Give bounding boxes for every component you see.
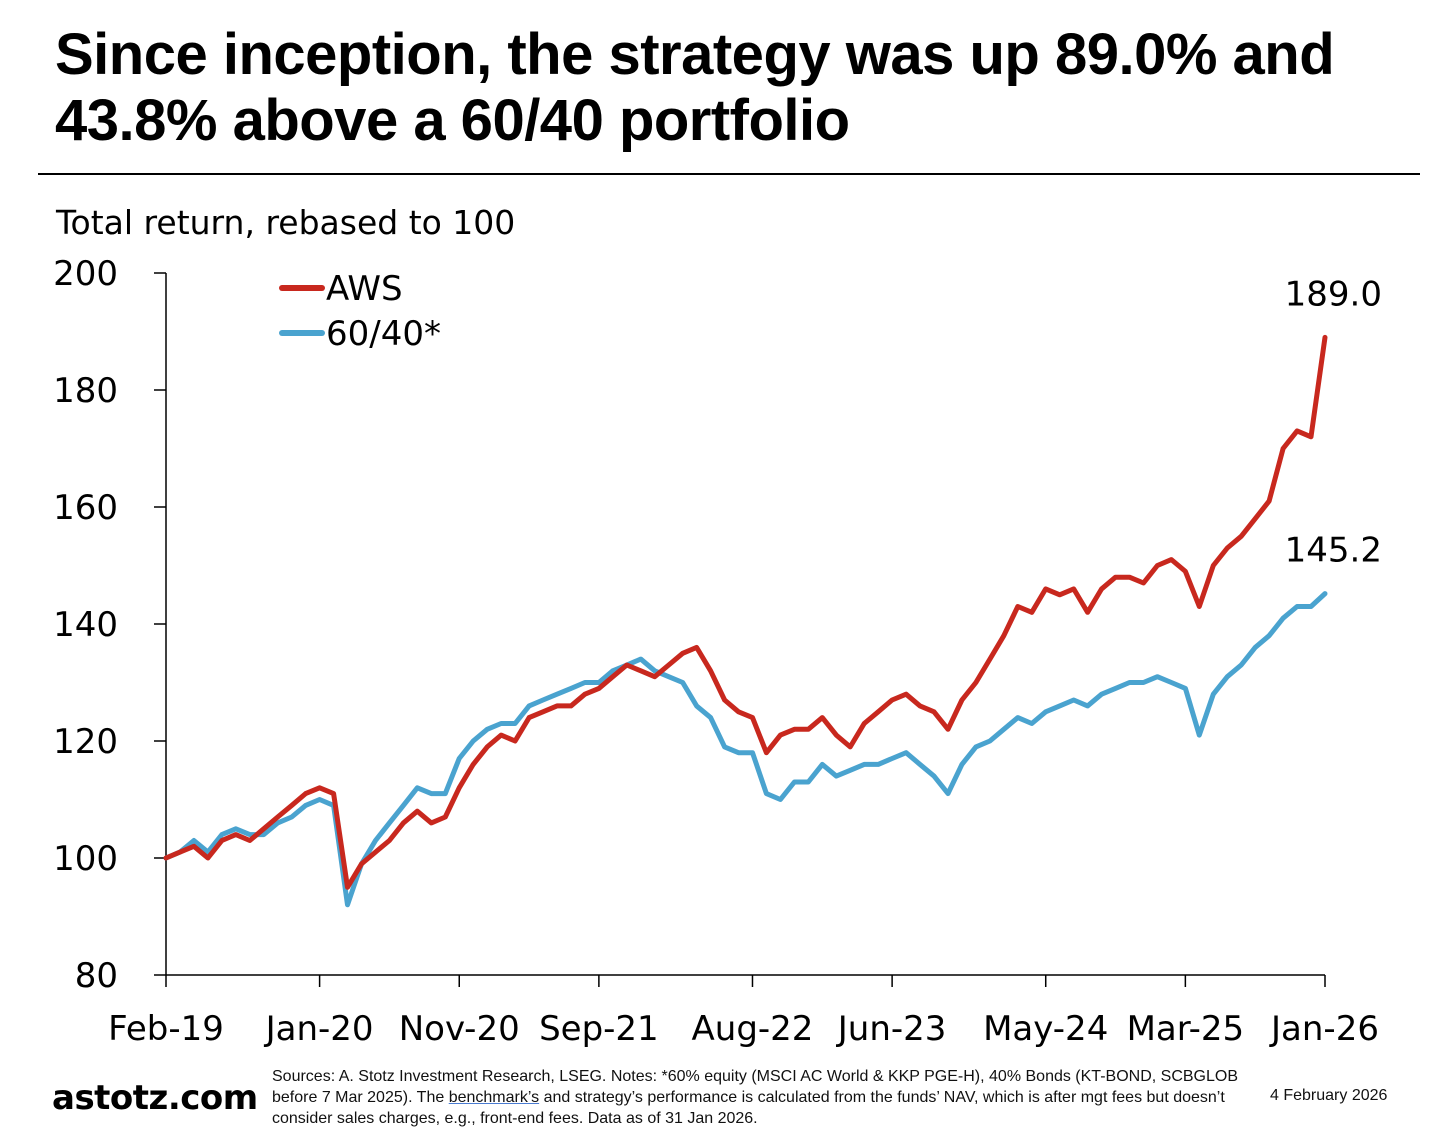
series-lines	[163, 334, 1328, 908]
y-tick-label: 160	[53, 488, 118, 528]
x-tick-label: Jan-26	[1269, 1009, 1379, 1049]
x-tick-label: Nov-20	[399, 1009, 520, 1049]
title-divider	[38, 173, 1420, 175]
brand-logo: astotz.com	[52, 1078, 258, 1118]
chart-title: Since inception, the strategy was up 89.…	[55, 22, 1335, 153]
benchmark-link[interactable]: benchmark’s	[448, 1089, 540, 1106]
y-tick-label: 180	[53, 371, 118, 411]
end-value-label: 189.0	[1285, 274, 1382, 314]
legend-label: 60/40*	[326, 314, 441, 354]
x-tick-label: May-24	[983, 1009, 1108, 1049]
chart-labels: Total return, rebased to 100 80 100 120 140 1…	[53, 203, 1382, 1049]
sources-text-end: and strategy’s performance is calculated…	[272, 1089, 1225, 1127]
y-tick-label: 140	[53, 605, 118, 645]
x-tick-label: Sep-21	[539, 1009, 659, 1049]
axes	[154, 272, 1326, 987]
y-axis-label: Total return, rebased to 100	[55, 203, 515, 242]
x-tick-label: Jun-23	[836, 1009, 947, 1049]
y-tick-label: 100	[53, 839, 118, 879]
line-chart: Total return, rebased to 100 80 100 120 140 1…	[53, 203, 1382, 1049]
y-tick-label: 200	[53, 254, 118, 294]
x-tick-label: Feb-19	[108, 1009, 224, 1049]
x-tick-label: Mar-25	[1127, 1009, 1245, 1049]
y-tick-label: 80	[75, 956, 118, 996]
x-tick-label: Aug-22	[692, 1009, 814, 1049]
series-line-60-40	[163, 591, 1328, 908]
x-tick-label: Jan-20	[264, 1009, 374, 1049]
sources-note: Sources: A. Stotz Investment Research, L…	[272, 1066, 1262, 1129]
sources-text: Sources: A. Stotz Investment Research, L…	[272, 1068, 1238, 1106]
end-value-label: 145.2	[1285, 531, 1382, 571]
y-tick-label: 120	[53, 722, 118, 762]
report-date: 4 February 2026	[1270, 1087, 1388, 1104]
legend-label: AWS	[326, 269, 403, 309]
series-line-aws	[163, 334, 1328, 890]
